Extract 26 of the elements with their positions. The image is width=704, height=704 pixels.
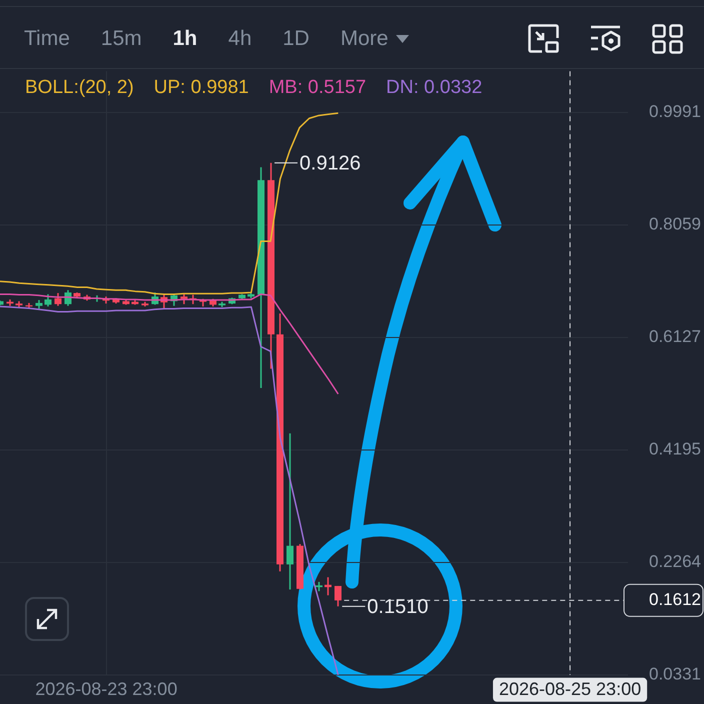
annotation: 0.9126 bbox=[300, 152, 361, 174]
y-tick-label: 0.0331 bbox=[649, 664, 701, 684]
candlestick bbox=[44, 293, 52, 308]
y-tick-label: 0.8059 bbox=[649, 214, 701, 234]
annotation: 0.1510 bbox=[367, 596, 428, 618]
text: UP: 0.9981 bbox=[154, 77, 249, 99]
y-tick-label: 0.9991 bbox=[649, 102, 701, 122]
text: More bbox=[340, 27, 388, 51]
text: 15m bbox=[100, 27, 142, 51]
candlestick bbox=[286, 432, 294, 590]
legend-title: BOLL:(20, 2) bbox=[25, 77, 134, 99]
text: 1D bbox=[282, 27, 310, 51]
x-tick-label: 2026-08-23 23:00 bbox=[35, 678, 178, 699]
candlestick bbox=[54, 292, 62, 307]
x-tick-label: 2026-08-25 23:00 bbox=[498, 678, 642, 699]
y-tick-label: 0.4195 bbox=[649, 440, 701, 459]
y-tick-label: 0.6127 bbox=[649, 327, 701, 346]
text: DN: 0.0332 bbox=[386, 77, 482, 99]
y-tick-label: 0.2264 bbox=[649, 552, 701, 572]
text: 1h bbox=[172, 27, 198, 51]
candlestick bbox=[180, 293, 188, 305]
text: 4h bbox=[228, 27, 252, 51]
candlestick bbox=[334, 585, 342, 608]
text: MB: 0.5157 bbox=[268, 77, 366, 99]
text: Time bbox=[24, 27, 70, 51]
y-tick-label: 0.1612 bbox=[649, 590, 701, 610]
